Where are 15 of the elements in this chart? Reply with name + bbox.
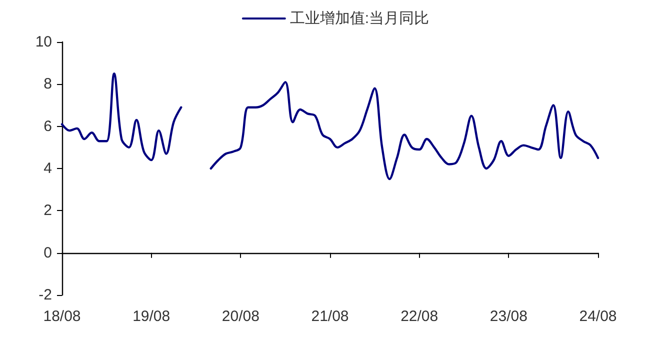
x-tick-label: 21/08 (311, 308, 349, 325)
y-tick-label: 2 (44, 202, 52, 220)
x-tick-label: 24/08 (579, 308, 617, 325)
x-tick-label: 23/08 (490, 308, 528, 325)
y-tick-label: 4 (44, 160, 52, 177)
legend-label: 工业增加值:当月同比 (290, 10, 430, 27)
y-tick-label: 10 (35, 34, 52, 50)
y-tick-label: 0 (44, 244, 52, 262)
x-tick-label: 18/08 (43, 308, 81, 325)
x-tick-label: 22/08 (400, 308, 438, 325)
y-tick-label: 8 (44, 76, 52, 93)
x-tick-label: 20/08 (222, 308, 260, 325)
y-tick-label: -2 (38, 286, 52, 304)
x-tick-label: 19/08 (132, 308, 170, 325)
y-tick-label: 6 (44, 118, 52, 135)
